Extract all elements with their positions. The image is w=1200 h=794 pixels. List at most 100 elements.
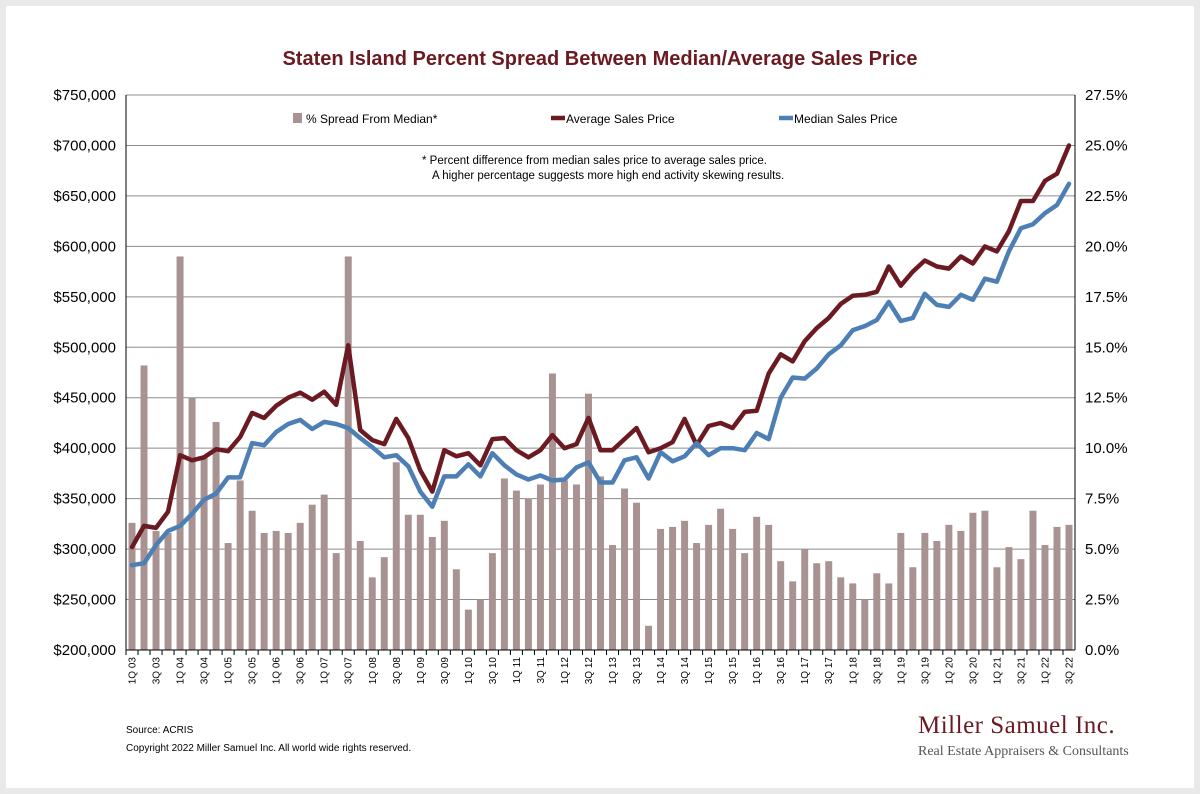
- spread-bar: [681, 520, 689, 650]
- spread-bar: [452, 569, 460, 650]
- spread-bar: [560, 480, 568, 650]
- x-tick-label: 1Q 19: [896, 657, 907, 685]
- y-left-tick-label: $650,000: [53, 188, 116, 205]
- spread-bar: [1017, 559, 1025, 650]
- spread-bar: [248, 510, 256, 650]
- median-sales-price-line: [129, 181, 1072, 568]
- spread-bar: [657, 528, 665, 650]
- y-left-tick-label: $450,000: [53, 390, 116, 407]
- x-tick-label: 3Q 06: [296, 657, 307, 685]
- legend-swatch-spread: [293, 113, 302, 123]
- x-tick-label: 1Q 20: [944, 657, 955, 685]
- spread-bar: [621, 488, 629, 650]
- spread-bar: [488, 553, 496, 650]
- spread-bar: [969, 512, 977, 650]
- x-tick-label: 3Q 20: [968, 657, 979, 685]
- spread-bar: [320, 494, 328, 650]
- legend-label: Average Sales Price: [566, 112, 675, 126]
- spread-bar: [512, 490, 520, 650]
- spread-bar: [801, 549, 809, 650]
- spread-bar: [813, 563, 821, 650]
- spread-bar: [548, 373, 556, 650]
- spread-bar: [981, 510, 989, 650]
- x-tick-label: 3Q 10: [488, 657, 499, 685]
- spread-bar: [500, 478, 508, 650]
- spread-bar: [909, 567, 917, 650]
- spread-bar: [380, 557, 388, 650]
- spread-bar: [873, 573, 881, 650]
- spread-bar: [957, 530, 965, 650]
- spread-bar: [705, 524, 713, 650]
- x-tick-label: 1Q 22: [1041, 657, 1052, 685]
- x-tick-label: 3Q 16: [776, 657, 787, 685]
- spread-bar: [897, 532, 905, 650]
- x-tick-label: 3Q 19: [920, 657, 931, 685]
- x-tick-label: 1Q 05: [224, 657, 235, 685]
- spread-bar: [645, 625, 653, 650]
- spread-bar: [693, 543, 701, 650]
- y-right-tick-label: 15.0%: [1085, 339, 1128, 356]
- x-tick-label: 3Q 04: [200, 657, 211, 685]
- x-tick-label: 1Q 04: [176, 657, 187, 685]
- spread-bar: [993, 567, 1001, 650]
- spread-bar: [368, 577, 376, 650]
- x-tick-label: 3Q 08: [392, 657, 403, 685]
- spread-bar: [272, 530, 280, 650]
- spread-bar: [200, 456, 208, 650]
- copyright-text: Copyright 2022 Miller Samuel Inc. All wo…: [126, 743, 412, 754]
- spread-bar: [717, 508, 725, 650]
- spread-bar: [921, 532, 929, 650]
- spread-bar: [128, 522, 136, 650]
- y-right-tick-label: 17.5%: [1085, 289, 1128, 306]
- x-tick-label: 3Q 11: [536, 657, 547, 684]
- x-tick-label: 1Q 14: [656, 657, 667, 685]
- spread-bar: [188, 397, 196, 650]
- legend-label: Median Sales Price: [794, 112, 898, 126]
- spread-bar: [476, 599, 484, 650]
- y-right-tick-label: 22.5%: [1085, 188, 1128, 205]
- footnote-line-2: A higher percentage suggests more high e…: [432, 170, 785, 182]
- y-right-tick-label: 10.0%: [1085, 440, 1128, 457]
- spread-bar: [260, 532, 268, 650]
- x-tick-label: 1Q 06: [272, 657, 283, 685]
- spread-bar: [284, 532, 292, 650]
- spread-bar: [1029, 510, 1037, 650]
- y-left-tick-label: $500,000: [53, 339, 116, 356]
- spread-bar: [416, 514, 424, 650]
- spread-bar: [332, 553, 340, 650]
- x-tick-label: 3Q 17: [824, 657, 835, 685]
- spread-bar: [224, 543, 232, 650]
- y-left-tick-label: $750,000: [53, 87, 116, 104]
- x-tick-label: 3Q 09: [440, 657, 451, 685]
- chart-footnote: * Percent difference from median sales p…: [422, 154, 784, 184]
- spread-bar: [236, 480, 244, 650]
- y-left-tick-label: $550,000: [53, 289, 116, 306]
- y-right-tick-label: 0.0%: [1085, 642, 1119, 659]
- spread-bar: [1005, 547, 1013, 650]
- y-right-tick-label: 7.5%: [1085, 491, 1119, 508]
- spread-bar: [308, 504, 316, 650]
- spread-bar: [1065, 524, 1073, 650]
- spread-bar: [1041, 545, 1049, 650]
- spread-bar: [585, 393, 592, 650]
- spread-bar: [741, 553, 749, 650]
- spread-bar: [933, 541, 941, 650]
- footnote-line-1: * Percent difference from median sales p…: [422, 155, 767, 167]
- y-right-tick-label: 5.0%: [1085, 541, 1119, 558]
- x-tick-label: 3Q 21: [1016, 657, 1027, 685]
- average-sales-price-line: [129, 143, 1072, 550]
- y-left-tick-label: $350,000: [53, 491, 116, 508]
- x-tick-label: 1Q 15: [704, 657, 715, 685]
- spread-bar: [524, 498, 532, 650]
- source-text: Source: ACRIS: [126, 725, 194, 736]
- x-tick-label: 1Q 17: [800, 657, 811, 685]
- spread-bar: [164, 532, 172, 650]
- spread-bar: [825, 561, 833, 650]
- spread-bar: [296, 522, 304, 650]
- y-left-tick-label: $700,000: [53, 137, 116, 154]
- spread-bar: [440, 520, 448, 650]
- x-tick-label: 1Q 13: [608, 657, 619, 685]
- y-right-tick-label: 25.0%: [1085, 137, 1128, 154]
- y-left-tick-label: $200,000: [53, 642, 116, 659]
